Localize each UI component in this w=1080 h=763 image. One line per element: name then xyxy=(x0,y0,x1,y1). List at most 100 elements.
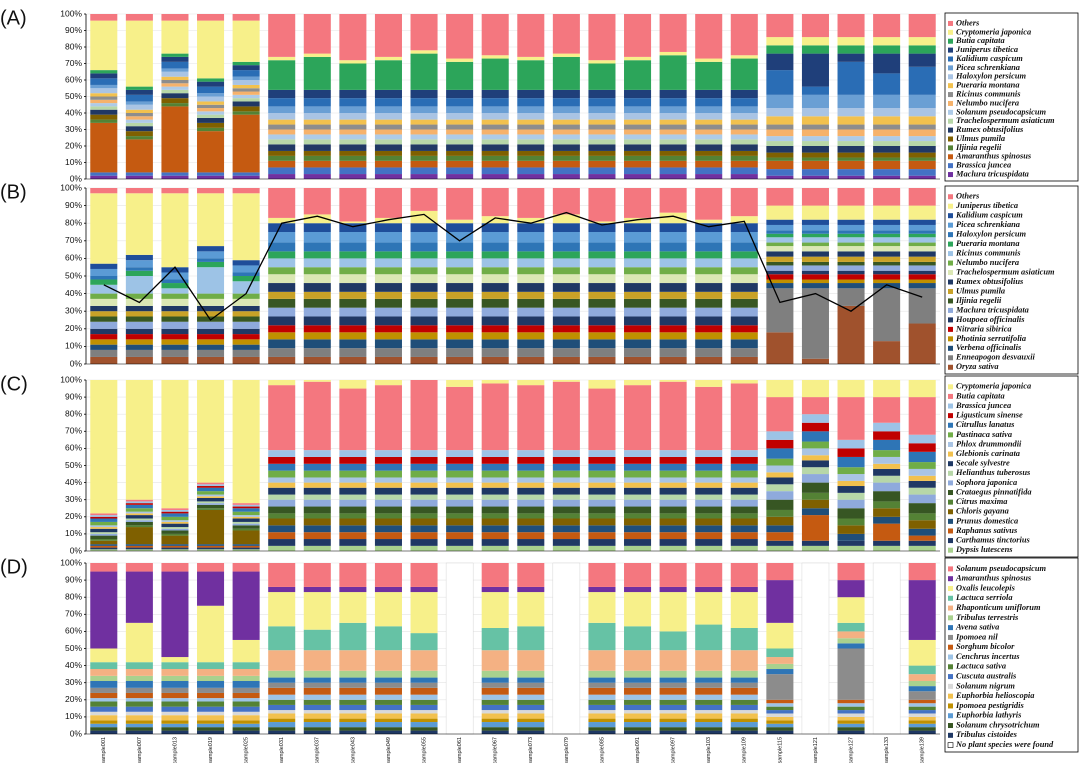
bar-segment xyxy=(624,339,652,349)
bar-segment xyxy=(197,711,225,716)
bar-segment xyxy=(446,134,474,140)
bar-segment xyxy=(730,670,758,678)
bar-segment xyxy=(659,139,687,145)
bar-segment xyxy=(339,129,367,135)
bar-segment xyxy=(766,288,794,333)
bar-segment xyxy=(730,98,758,107)
legend-swatch xyxy=(948,20,953,26)
bar-segment xyxy=(197,544,225,546)
bar-segment xyxy=(339,60,367,64)
bar-segment xyxy=(730,119,758,125)
bar-segment xyxy=(125,334,153,340)
legend-label: Enneapogon desvauxii xyxy=(955,353,1036,362)
legend-label: Ipomoea pestigridis xyxy=(955,701,1024,710)
bar-segment xyxy=(624,650,652,671)
bar-segment xyxy=(588,592,616,623)
bar-segment xyxy=(659,150,687,156)
bar-segment xyxy=(873,230,901,234)
bar-segment xyxy=(268,251,296,259)
bar-segment xyxy=(695,119,723,125)
bar-segment xyxy=(268,482,296,488)
bar-segment xyxy=(446,219,474,224)
bar-segment xyxy=(197,491,225,495)
bar-segment xyxy=(908,136,936,142)
bar-segment xyxy=(730,710,758,714)
bar-segment xyxy=(695,713,723,719)
bar-segment xyxy=(659,494,687,500)
bar-segment xyxy=(659,332,687,340)
bar-segment xyxy=(268,98,296,107)
bar-segment xyxy=(801,188,829,206)
x-tick-label: sample097 xyxy=(671,737,677,763)
bar-segment xyxy=(908,480,936,488)
bar-segment xyxy=(588,477,616,483)
bar-segment xyxy=(837,545,865,551)
bar-segment xyxy=(268,356,296,364)
bar-segment xyxy=(232,545,260,548)
bar-segment xyxy=(197,730,225,734)
bar-segment xyxy=(873,523,901,541)
bar-segment xyxy=(552,89,580,99)
bar-segment xyxy=(552,223,580,232)
bar-segment xyxy=(268,242,296,252)
bar-segment xyxy=(837,129,865,137)
bar-segment xyxy=(766,124,794,130)
x-tick-label: sample037 xyxy=(315,737,321,763)
bar-segment xyxy=(624,129,652,135)
bar-segment xyxy=(588,98,616,107)
bar-segment xyxy=(446,267,474,275)
bar-segment xyxy=(766,219,794,225)
bar-segment xyxy=(873,94,901,109)
bar-segment xyxy=(552,513,580,519)
bar-segment xyxy=(197,127,225,132)
bar-segment xyxy=(908,141,936,146)
bar-segment xyxy=(730,298,758,308)
bar-segment xyxy=(801,169,829,176)
bar-segment xyxy=(873,516,901,524)
bar-segment xyxy=(517,232,545,243)
legend-swatch xyxy=(948,566,953,572)
bar-segment xyxy=(695,677,723,683)
bar-segment xyxy=(695,682,723,688)
bar-segment xyxy=(517,223,545,232)
bar-segment xyxy=(90,268,118,276)
bar-segment xyxy=(624,348,652,357)
bar-segment xyxy=(374,356,402,364)
bar-segment xyxy=(801,414,829,423)
bar-segment xyxy=(837,597,865,623)
bar-segment xyxy=(908,639,936,666)
bar-segment xyxy=(161,53,189,57)
bar-segment xyxy=(873,136,901,142)
bar-segment xyxy=(695,525,723,533)
legend-swatch xyxy=(948,336,953,342)
bar-segment xyxy=(268,494,296,500)
bar-segment xyxy=(410,14,438,51)
y-tick-label: 20% xyxy=(65,694,82,704)
bar-segment xyxy=(624,682,652,688)
bar-segment xyxy=(90,328,118,335)
legend-label: Ipomoea nil xyxy=(955,632,998,641)
bar-segment xyxy=(908,274,936,280)
bar-segment xyxy=(624,274,652,284)
bar-segment xyxy=(303,113,331,120)
bar-segment xyxy=(232,94,260,99)
bar-segment xyxy=(446,144,474,151)
bar-segment xyxy=(374,155,402,161)
bar-segment xyxy=(837,175,865,179)
bar-segment xyxy=(481,525,509,533)
bar-segment xyxy=(374,563,402,587)
bar-segment xyxy=(659,291,687,299)
bar-segment xyxy=(837,716,865,721)
bar-segment xyxy=(837,648,865,700)
bar-segment xyxy=(303,563,331,587)
bar-segment xyxy=(730,470,758,478)
bar-segment xyxy=(374,713,402,719)
legend-label: Iljinia regelii xyxy=(955,296,1002,305)
bar-segment xyxy=(197,547,225,550)
bar-segment xyxy=(588,339,616,349)
bar-segment xyxy=(766,169,794,176)
bar-segment xyxy=(339,499,367,507)
bar-segment xyxy=(766,246,794,252)
bar-segment xyxy=(624,722,652,728)
